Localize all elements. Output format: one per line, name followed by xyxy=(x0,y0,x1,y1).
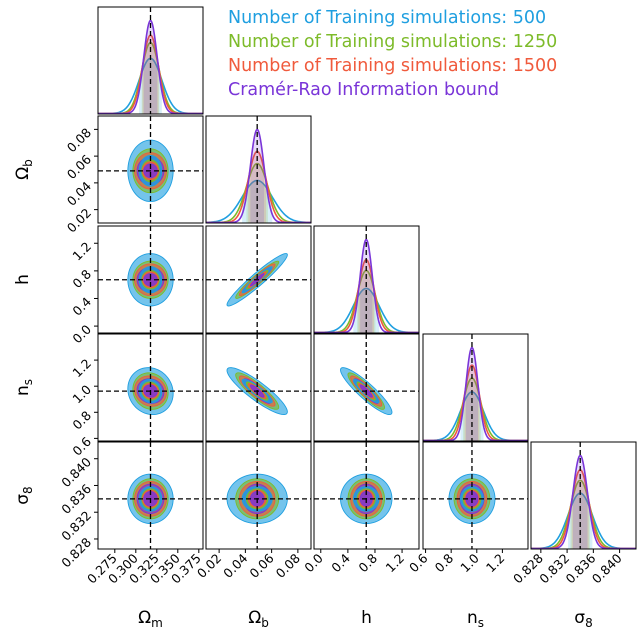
panel-frame xyxy=(205,333,312,442)
y-tick-label: 0.8 xyxy=(69,408,94,433)
x-axis-label-2: h xyxy=(361,608,372,628)
panel-frame xyxy=(97,115,204,224)
sigma-band-0 xyxy=(242,180,273,223)
panel-frame xyxy=(97,333,204,442)
legend-entry: Cramér-Rao Information bound xyxy=(228,80,500,100)
x-tick-label: 0.8 xyxy=(355,550,380,575)
contour-panel-4-3 xyxy=(422,441,529,550)
legend-entry: Number of Training simulations: 500 xyxy=(228,8,547,28)
y-tick-label: 0.06 xyxy=(64,152,94,182)
y-axis-1 xyxy=(94,128,98,211)
sigma-band-0 xyxy=(139,58,162,114)
sigma-band-0 xyxy=(568,493,593,549)
y-tick-label: 1.2 xyxy=(69,239,94,264)
y-tick-label: 0.02 xyxy=(64,205,94,235)
x-axis-2 xyxy=(320,549,403,553)
contour-panel-2-0 xyxy=(97,225,204,334)
y-axis-label-2: h xyxy=(13,274,33,285)
panel-frame xyxy=(313,441,420,550)
y-axis-3 xyxy=(94,359,98,439)
legend-entry: Number of Training simulations: 1250 xyxy=(228,32,558,52)
panel-frame xyxy=(422,333,529,442)
y-axis-label-1: Ωb xyxy=(13,159,35,180)
marginal-panel-4 xyxy=(530,441,637,550)
x-tick-label: 0.0 xyxy=(301,550,326,575)
marginal-curve-0 xyxy=(314,287,419,333)
legend: Number of Training simulations: 500 Numb… xyxy=(228,6,557,102)
x-tick-label: 0.06 xyxy=(246,550,276,580)
panel-frame xyxy=(97,225,204,334)
legend-entry: Number of Training simulations: 1500 xyxy=(228,56,558,76)
y-tick-label: 0.08 xyxy=(64,125,94,155)
y-tick-label: 0.0 xyxy=(69,322,94,347)
y-axis-label-4: σ8 xyxy=(13,486,35,504)
y-tick-label: 0.832 xyxy=(58,508,94,544)
panel-frame xyxy=(97,6,204,115)
x-axis-label-1: Ωb xyxy=(248,608,269,630)
marginal-panel-3 xyxy=(422,333,529,442)
panel-frame xyxy=(97,441,204,550)
x-tick-label: 1.2 xyxy=(383,551,408,576)
y-tick-label: 0.836 xyxy=(58,481,94,517)
y-tick-label: 0.828 xyxy=(58,534,94,570)
x-axis-4 xyxy=(540,549,621,553)
x-axis-1 xyxy=(218,549,299,553)
x-tick-label: 0.4 xyxy=(328,550,353,575)
y-tick-label: 0.8 xyxy=(69,266,94,291)
x-tick-label: 0.04 xyxy=(220,550,250,580)
marginal-panel-2 xyxy=(313,225,420,334)
x-axis-label-3: ns xyxy=(467,608,484,630)
panel-frame xyxy=(313,225,420,334)
contour-panel-4-1 xyxy=(205,441,312,550)
x-tick-label: 0.840 xyxy=(589,550,625,586)
x-tick-label: 1.2 xyxy=(483,551,508,576)
y-tick-label: 0.4 xyxy=(69,294,94,319)
sigma-band-2 xyxy=(358,259,375,333)
marginal-panel-1 xyxy=(205,115,312,224)
panel-frame xyxy=(205,115,312,224)
marginal-curve-0 xyxy=(206,179,311,223)
x-tick-label: 0.8 xyxy=(432,550,457,575)
y-tick-label: 1.0 xyxy=(69,382,94,407)
panel-frame xyxy=(422,441,529,550)
x-axis-0 xyxy=(114,549,200,553)
contour-panel-4-2 xyxy=(313,441,420,550)
contour-panel-2-1 xyxy=(205,225,312,334)
y-axis-label-3: ns xyxy=(13,379,35,396)
contour-panel-1-0 xyxy=(97,115,204,224)
x-tick-label: 0.02 xyxy=(194,551,224,581)
y-tick-label: 1.2 xyxy=(69,356,94,381)
x-axis-3 xyxy=(425,549,503,553)
contour-panel-3-1 xyxy=(205,333,312,442)
panel-frame xyxy=(205,441,312,550)
contour-panel-4-0 xyxy=(97,441,204,550)
panel-frame xyxy=(205,225,312,334)
sigma-band-1 xyxy=(141,42,160,114)
y-tick-label: 0.04 xyxy=(64,178,94,208)
contour-panel-3-2 xyxy=(313,333,420,442)
x-tick-label: 0.08 xyxy=(273,550,303,580)
panel-frame xyxy=(530,441,637,550)
y-tick-label: 0.840 xyxy=(58,454,94,490)
contour-panel-3-0 xyxy=(97,333,204,442)
marginal-panel-0 xyxy=(97,6,204,115)
y-axis-4 xyxy=(94,458,98,540)
x-tick-label: 0.6 xyxy=(406,550,431,575)
x-axis-label-4: σ8 xyxy=(574,608,592,630)
sigma-band-1 xyxy=(246,163,268,223)
sigma-band-2 xyxy=(248,151,267,223)
x-tick-label: 1.0 xyxy=(457,550,482,575)
y-axis-2 xyxy=(94,242,98,327)
panel-frame xyxy=(313,333,420,442)
x-axis-label-0: Ωm xyxy=(138,608,163,630)
